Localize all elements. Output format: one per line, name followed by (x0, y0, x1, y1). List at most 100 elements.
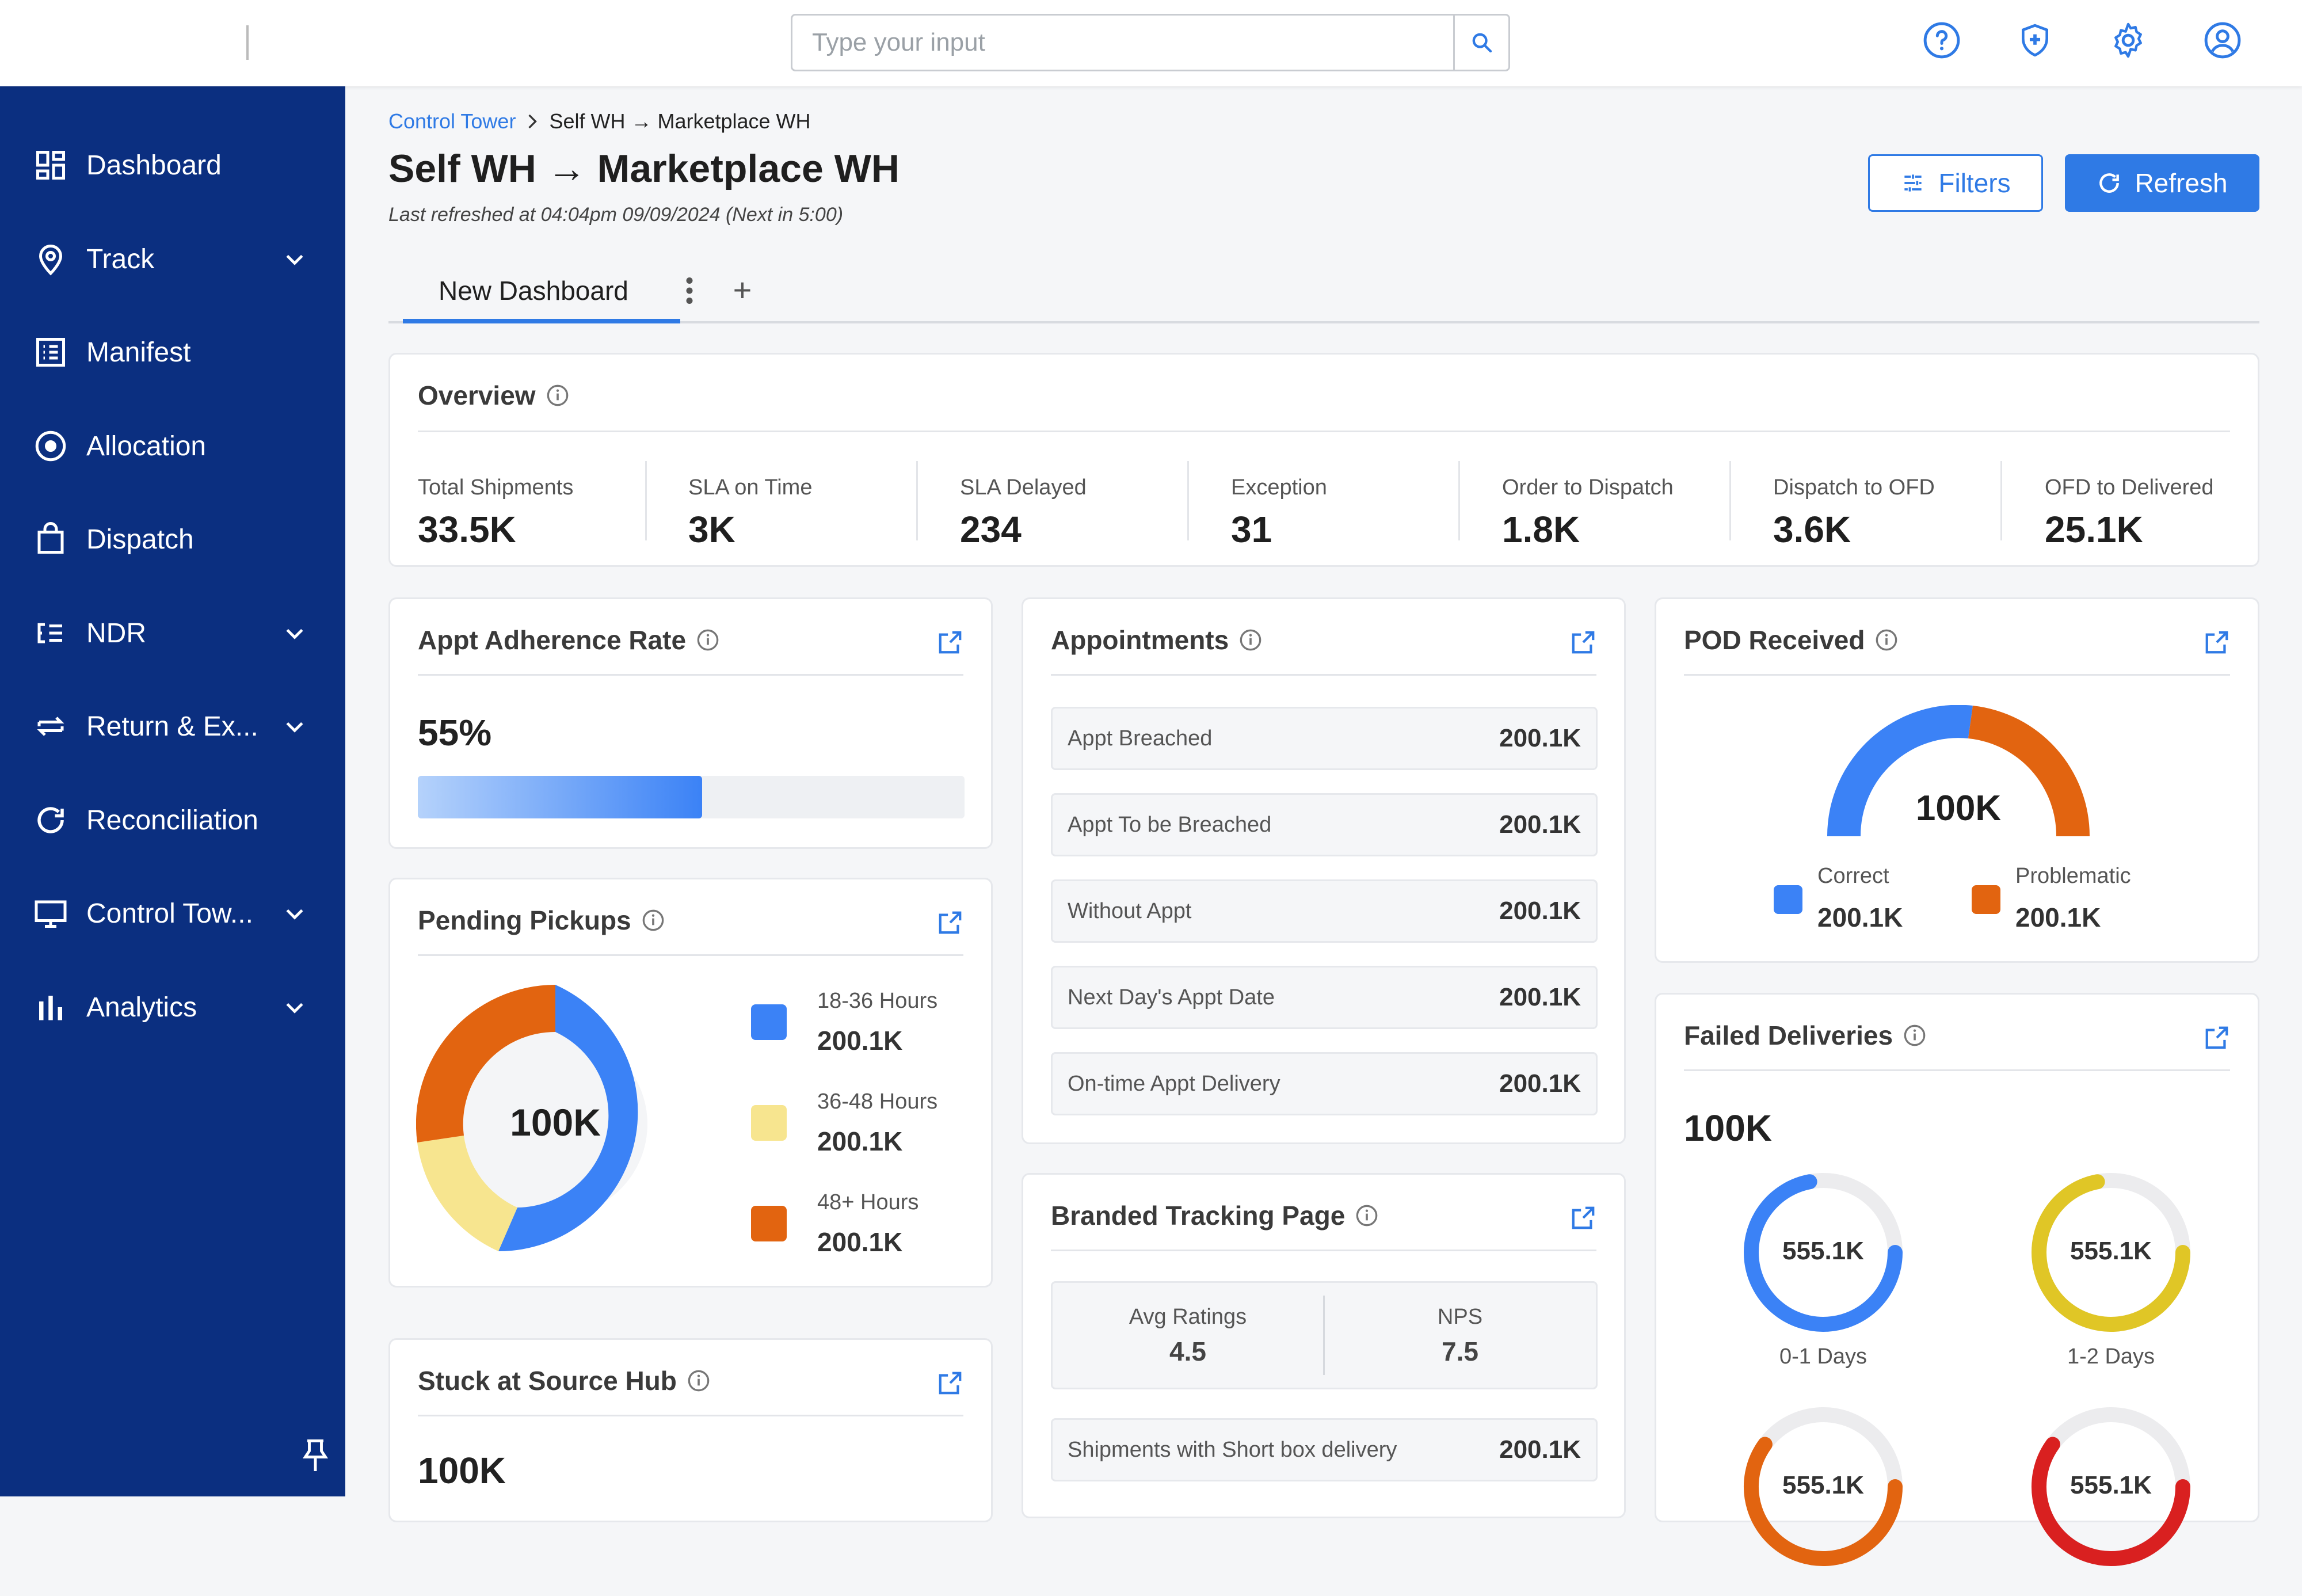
appt-row-on-time[interactable]: On-time Appt Delivery 200.1K (1051, 1052, 1598, 1115)
metric-value: 25.1K (2045, 509, 2143, 550)
divider (1051, 674, 1596, 676)
overview-title: Overview (418, 380, 536, 410)
pending-pickups-title: Pending Pickups (418, 905, 631, 935)
chevron-down-icon[interactable] (277, 896, 312, 931)
appointments-title: Appointments (1051, 625, 1229, 655)
legend-swatch-blue (1774, 885, 1802, 914)
refresh-button[interactable]: Refresh (2065, 154, 2259, 212)
info-icon[interactable] (642, 909, 665, 932)
monitor-icon (30, 893, 71, 934)
sidebar-item-control-tower[interactable]: Control Tow... (0, 876, 345, 951)
stuck-source-value: 100K (418, 1450, 506, 1491)
external-link-icon[interactable] (1570, 629, 1596, 656)
help-icon[interactable] (1921, 20, 1962, 61)
appt-row-to-be-breached[interactable]: Appt To be Breached 200.1K (1051, 793, 1598, 856)
metric-order-to-dispatch[interactable]: Order to Dispatch 1.8K (1502, 475, 1674, 556)
external-link-icon[interactable] (937, 1370, 963, 1396)
external-link-icon[interactable] (937, 909, 963, 936)
card-title: POD Received (1684, 624, 1898, 656)
legend-value: 200.1K (817, 1126, 903, 1156)
external-link-icon[interactable] (2204, 629, 2230, 656)
avg-ratings-value: 4.5 (1169, 1336, 1206, 1366)
divider (1051, 1250, 1596, 1251)
user-account-icon[interactable] (2202, 20, 2243, 61)
external-link-icon[interactable] (1570, 1205, 1596, 1231)
sidebar-item-label: Dashboard (86, 150, 222, 181)
info-icon[interactable] (1903, 1024, 1926, 1047)
info-icon[interactable] (696, 629, 719, 652)
appointments-card: Appointments Appt Breached 200.1K Appt To… (1022, 597, 1626, 1144)
sidebar-item-label: Reconciliation (86, 805, 258, 836)
tab-label: New Dashboard (439, 275, 628, 306)
pod-received-card: POD Received 100K Correct 200.1K Problem… (1655, 597, 2259, 963)
sidebar-item-ndr[interactable]: NDR (0, 596, 345, 671)
divider (1187, 461, 1189, 540)
chevron-right-icon (528, 114, 538, 129)
sidebar-item-manifest[interactable]: Manifest (0, 315, 345, 390)
row-value: 200.1K (1499, 810, 1581, 839)
sidebar-item-dashboard[interactable]: Dashboard (0, 128, 345, 203)
sidebar-item-return-exchange[interactable]: Return & Ex... (0, 689, 345, 764)
divider (418, 674, 963, 676)
metric-dispatch-to-ofd[interactable]: Dispatch to OFD 3.6K (1773, 475, 1935, 556)
metric-label: SLA on Time (688, 475, 813, 500)
metric-sla-delayed[interactable]: SLA Delayed 234 (960, 475, 1087, 556)
row-label: Without Appt (1068, 898, 1192, 923)
external-link-icon[interactable] (2204, 1024, 2230, 1051)
divider (645, 461, 647, 540)
ring-gauge[interactable]: 555.1K 1-2 Days (2030, 1172, 2192, 1369)
sidebar-item-dispatch[interactable]: Dispatch (0, 502, 345, 577)
sidebar-item-track[interactable]: Track (0, 222, 345, 296)
more-vertical-icon[interactable] (683, 273, 696, 308)
sidebar-item-label: Allocation (86, 431, 207, 462)
donut-segment-36-48 (417, 1136, 517, 1251)
breadcrumb: Control Tower Self WH → Marketplace WH (388, 109, 811, 134)
tab-new-dashboard[interactable]: New Dashboard (403, 262, 693, 323)
pod-segment-problematic (1968, 706, 2090, 836)
info-icon[interactable] (687, 1369, 710, 1392)
info-icon[interactable] (1355, 1204, 1378, 1227)
ratings-panel: Avg Ratings 4.5 NPS 7.5 (1051, 1281, 1598, 1389)
appt-row-breached[interactable]: Appt Breached 200.1K (1051, 707, 1598, 770)
external-link-icon[interactable] (937, 629, 963, 656)
stuck-source-hub-card: Stuck at Source Hub 100K (388, 1338, 993, 1522)
ring-gauge[interactable]: 555.1K 0-1 Days (1743, 1172, 1904, 1369)
sidebar-item-allocation[interactable]: Allocation (0, 409, 345, 483)
search-button[interactable] (1453, 16, 1508, 70)
pin-icon[interactable] (303, 1439, 328, 1471)
shield-icon[interactable] (2014, 20, 2056, 61)
chevron-down-icon[interactable] (277, 616, 312, 650)
metric-total-shipments[interactable]: Total Shipments 33.5K (418, 475, 573, 556)
metric-sla-on-time[interactable]: SLA on Time 3K (688, 475, 812, 556)
ring-gauge[interactable]: 555.1K (1743, 1406, 1904, 1596)
sidebar: Dashboard Track Manifest Allocation Disp… (0, 86, 345, 1496)
sidebar-item-label: Return & Ex... (86, 711, 258, 742)
metric-value: 234 (960, 509, 1022, 550)
filters-button[interactable]: Filters (1868, 154, 2043, 212)
gear-icon[interactable] (2107, 20, 2149, 61)
search-input[interactable] (792, 16, 1454, 70)
info-icon[interactable] (546, 384, 569, 407)
ring-arc (1744, 1437, 1903, 1566)
breadcrumb-link-control-tower[interactable]: Control Tower (388, 109, 516, 133)
sidebar-item-analytics[interactable]: Analytics (0, 970, 345, 1045)
avg-ratings-label: Avg Ratings (1129, 1305, 1247, 1329)
ring-gauge[interactable]: 555.1K (2030, 1406, 2192, 1596)
chevron-down-icon[interactable] (277, 990, 312, 1024)
metric-ofd-to-delivered[interactable]: OFD to Delivered 25.1K (2045, 475, 2214, 556)
appt-row-without-appt[interactable]: Without Appt 200.1K (1051, 879, 1598, 943)
legend-value: 200.1K (1817, 902, 1903, 932)
chevron-down-icon[interactable] (277, 242, 312, 276)
appt-row-next-day[interactable]: Next Day's Appt Date 200.1K (1051, 966, 1598, 1029)
metric-exception[interactable]: Exception 31 (1231, 475, 1327, 556)
sidebar-item-reconciliation[interactable]: Reconciliation (0, 783, 345, 858)
row-label: Appt Breached (1068, 726, 1213, 751)
info-icon[interactable] (1875, 629, 1898, 652)
chevron-down-icon[interactable] (277, 709, 312, 744)
legend-swatch-orange (1972, 885, 2000, 914)
dashboard-icon (30, 144, 71, 186)
add-tab-button[interactable]: + (733, 271, 752, 308)
info-icon[interactable] (1239, 629, 1262, 652)
row-label: Next Day's Appt Date (1068, 985, 1275, 1010)
short-box-row[interactable]: Shipments with Short box delivery 200.1K (1051, 1418, 1598, 1481)
